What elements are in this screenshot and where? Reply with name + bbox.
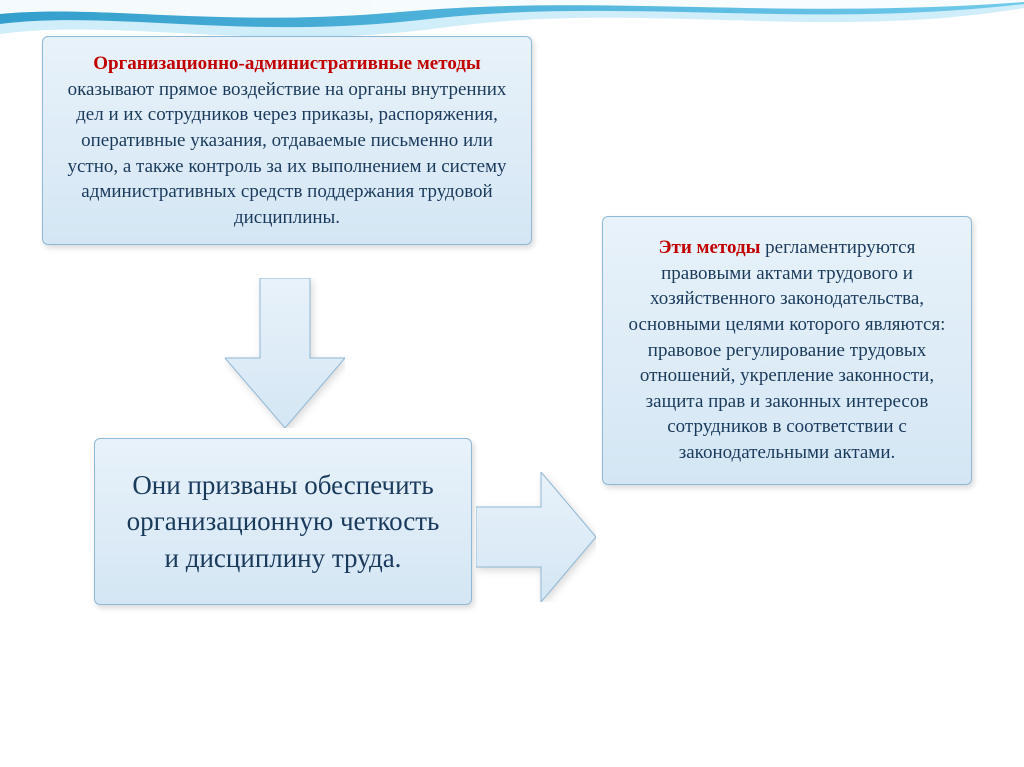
bottom-left-box: Они призваны обеспечить организационную …: [94, 438, 472, 605]
arrow-down-icon: [225, 278, 345, 428]
top-definition-box: Организационно-административные методы о…: [42, 36, 532, 245]
box2-text: регламентируются правовыми актами трудов…: [629, 237, 946, 463]
box1-text: оказывают прямое воздействие на органы в…: [67, 79, 506, 228]
arrow-right-icon: [476, 472, 596, 602]
box3-text: Они призваны обеспечить организационную …: [127, 470, 440, 573]
box1-highlight: Организационно-административные методы: [93, 53, 480, 74]
right-side-box: Эти методы регламентируются правовыми ак…: [602, 216, 972, 485]
box2-highlight: Эти методы: [659, 237, 761, 258]
